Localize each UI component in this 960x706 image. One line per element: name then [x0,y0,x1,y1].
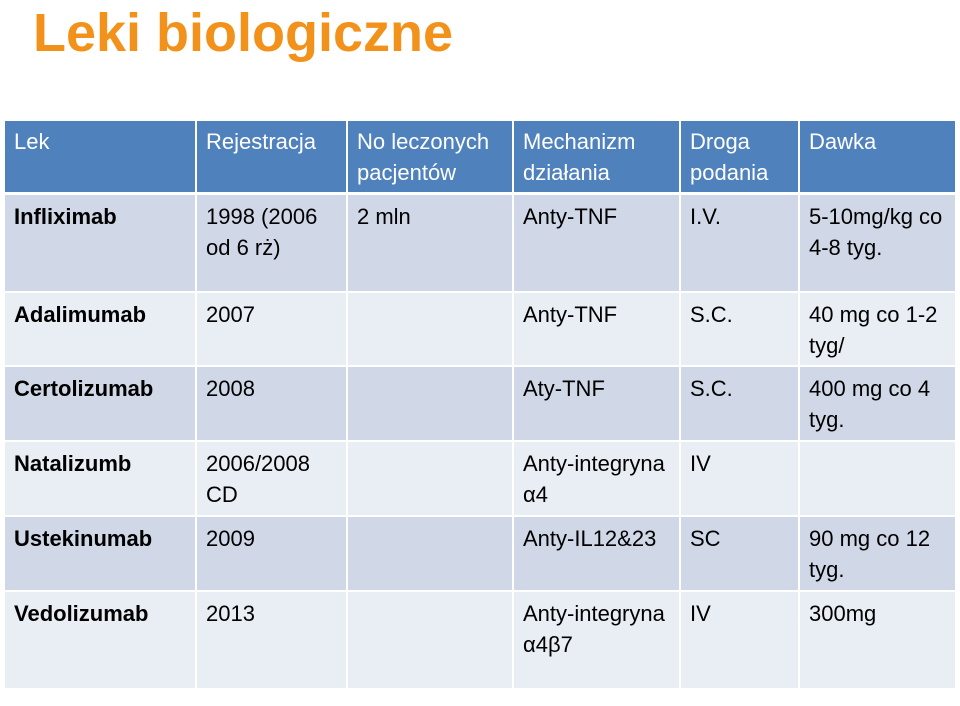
table-row: Adalimumab 2007 Anty-TNF S.C. 40 mg co 1… [5,292,955,367]
cell-mechanism: Anty-integryna α4β7 [513,591,681,690]
cell-patients-treated [347,441,514,517]
cell-drug: Infliximab [5,193,197,293]
cell-route: S.C. [680,366,800,442]
header-patients-treated: No leczonych pacjentów [347,121,514,195]
cell-route: IV [680,441,800,517]
table-row: Natalizumb 2006/2008 CD Anty-integryna α… [5,441,955,517]
cell-patients-treated [347,516,514,592]
table-row: Vedolizumab 2013 Anty-integryna α4β7 IV … [5,591,955,690]
cell-route: IV [680,591,800,690]
cell-route: SC [680,516,800,592]
biologic-drugs-table: Lek Rejestracja No leczonych pacjentów M… [5,121,955,690]
table-row: Infliximab 1998 (2006 od 6 rż) 2 mln Ant… [5,193,955,293]
cell-registration: 1998 (2006 od 6 rż) [196,193,348,293]
header-drug: Lek [5,121,197,195]
cell-registration: 2006/2008 CD [196,441,348,517]
cell-drug: Certolizumab [5,366,197,442]
cell-patients-treated [347,292,514,367]
header-registration: Rejestracja [196,121,348,195]
cell-drug: Ustekinumab [5,516,197,592]
cell-mechanism: Anty-integryna α4 [513,441,681,517]
cell-patients-treated: 2 mln [347,193,514,293]
cell-route: I.V. [680,193,800,293]
cell-patients-treated [347,591,514,690]
cell-dose: 400 mg co 4 tyg. [799,366,955,442]
cell-registration: 2013 [196,591,348,690]
cell-drug: Natalizumb [5,441,197,517]
cell-mechanism: Anty-IL12&23 [513,516,681,592]
table-row: Certolizumab 2008 Aty-TNF S.C. 400 mg co… [5,366,955,442]
cell-dose: 40 mg co 1-2 tyg/ [799,292,955,367]
slide-title: Leki biologiczne [33,3,454,63]
cell-dose: 300mg [799,591,955,690]
cell-dose: 90 mg co 12 tyg. [799,516,955,592]
table-header-row: Lek Rejestracja No leczonych pacjentów M… [5,121,955,195]
table-row: Ustekinumab 2009 Anty-IL12&23 SC 90 mg c… [5,516,955,592]
cell-mechanism: Anty-TNF [513,292,681,367]
cell-dose [799,441,955,517]
cell-registration: 2009 [196,516,348,592]
cell-route: S.C. [680,292,800,367]
cell-dose: 5-10mg/kg co 4-8 tyg. [799,193,955,293]
cell-drug: Adalimumab [5,292,197,367]
cell-mechanism: Aty-TNF [513,366,681,442]
cell-patients-treated [347,366,514,442]
header-dose: Dawka [799,121,955,195]
header-route: Droga podania [680,121,800,195]
cell-registration: 2008 [196,366,348,442]
cell-drug: Vedolizumab [5,591,197,690]
cell-registration: 2007 [196,292,348,367]
header-mechanism: Mechanizm działania [513,121,681,195]
cell-mechanism: Anty-TNF [513,193,681,293]
